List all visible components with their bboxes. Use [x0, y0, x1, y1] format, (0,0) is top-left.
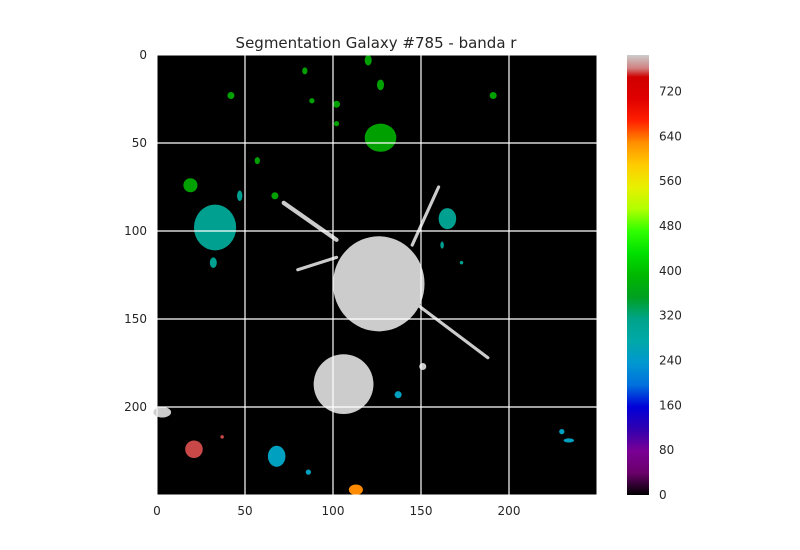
y-axis: 0 50 100 150 200: [124, 48, 147, 414]
x-tick-label: 100: [322, 504, 345, 518]
segment-object-top-green: [364, 123, 397, 152]
segment-object-small-14: [440, 241, 444, 249]
segment-object-small-6: [333, 100, 341, 108]
y-tick-label: 200: [124, 400, 147, 414]
colorbar-tick-label: 80: [659, 443, 674, 457]
x-tick-label: 200: [498, 504, 521, 518]
plot-frame: [156, 54, 598, 496]
y-tick-label: 100: [124, 224, 147, 238]
segmentation-map: [153, 55, 575, 495]
segment-object-small-9: [254, 157, 260, 165]
x-tick-label: 150: [410, 504, 433, 518]
segment-central-galaxy: [333, 236, 425, 332]
segment-object-small-21: [419, 363, 427, 371]
segment-object-orange: [348, 484, 363, 495]
plot-area: [153, 54, 598, 496]
segment-object-small-2: [302, 67, 308, 75]
y-tick-label: 50: [132, 136, 147, 150]
segment-object-small-1: [364, 55, 372, 66]
x-axis: 0 50 100 150 200: [153, 504, 520, 518]
colorbar-tick-label: 720: [659, 84, 682, 98]
segment-object-small-12: [237, 190, 243, 202]
segment-object-small-19: [563, 438, 575, 443]
colorbar-gradient: [627, 55, 649, 495]
segment-object-small-3: [377, 79, 385, 91]
colorbar-tick-label: 240: [659, 353, 682, 367]
segment-object-teal-left: [193, 204, 237, 251]
colorbar-tick-label: 0: [659, 488, 667, 502]
y-tick-label: 150: [124, 312, 147, 326]
segment-streak-upper-left: [281, 200, 339, 242]
segment-object-red: [185, 440, 203, 459]
segment-streak-upper-right: [410, 185, 441, 247]
segment-object-small-4: [227, 91, 235, 100]
grid: [157, 55, 597, 495]
chart-title: Segmentation Galaxy #785 - banda r: [236, 34, 518, 52]
segment-streak-left: [296, 255, 339, 272]
segment-object-small-7: [333, 121, 340, 127]
colorbar-tick-label: 480: [659, 219, 682, 233]
segment-object-small-18: [559, 429, 565, 435]
segment-object-small-11: [271, 192, 279, 200]
segment-object-small-15: [459, 260, 464, 265]
y-tick-label: 0: [139, 48, 147, 62]
colorbar-tick-label: 400: [659, 264, 682, 278]
segment-object-small-10: [183, 178, 198, 193]
colorbar-tick-label: 640: [659, 129, 682, 143]
colorbar-tick-label: 560: [659, 174, 682, 188]
x-tick-label: 0: [153, 504, 161, 518]
segment-object-small-13: [209, 257, 217, 268]
segment-central-galaxy-lower: [313, 354, 374, 415]
segment-object-cyan: [267, 445, 286, 467]
colorbar-tick-label: 160: [659, 398, 682, 412]
segment-object-small-8: [489, 91, 497, 100]
colorbar-ticks: 0 80 160 240 320 400 480 560 640 720: [659, 84, 682, 502]
x-tick-label: 50: [237, 504, 252, 518]
colorbar: 0 80 160 240 320 400 480 560 640 720: [627, 55, 682, 502]
segment-object-small-20: [220, 435, 224, 439]
segment-object-small-16: [394, 391, 402, 399]
segment-streak-lower-right: [415, 303, 490, 360]
segment-object-small-5: [309, 98, 315, 104]
segment-left-edge-object: [153, 407, 172, 418]
segment-object-small-17: [305, 469, 311, 475]
segment-object-teal-right: [438, 208, 457, 230]
colorbar-tick-label: 320: [659, 309, 682, 323]
